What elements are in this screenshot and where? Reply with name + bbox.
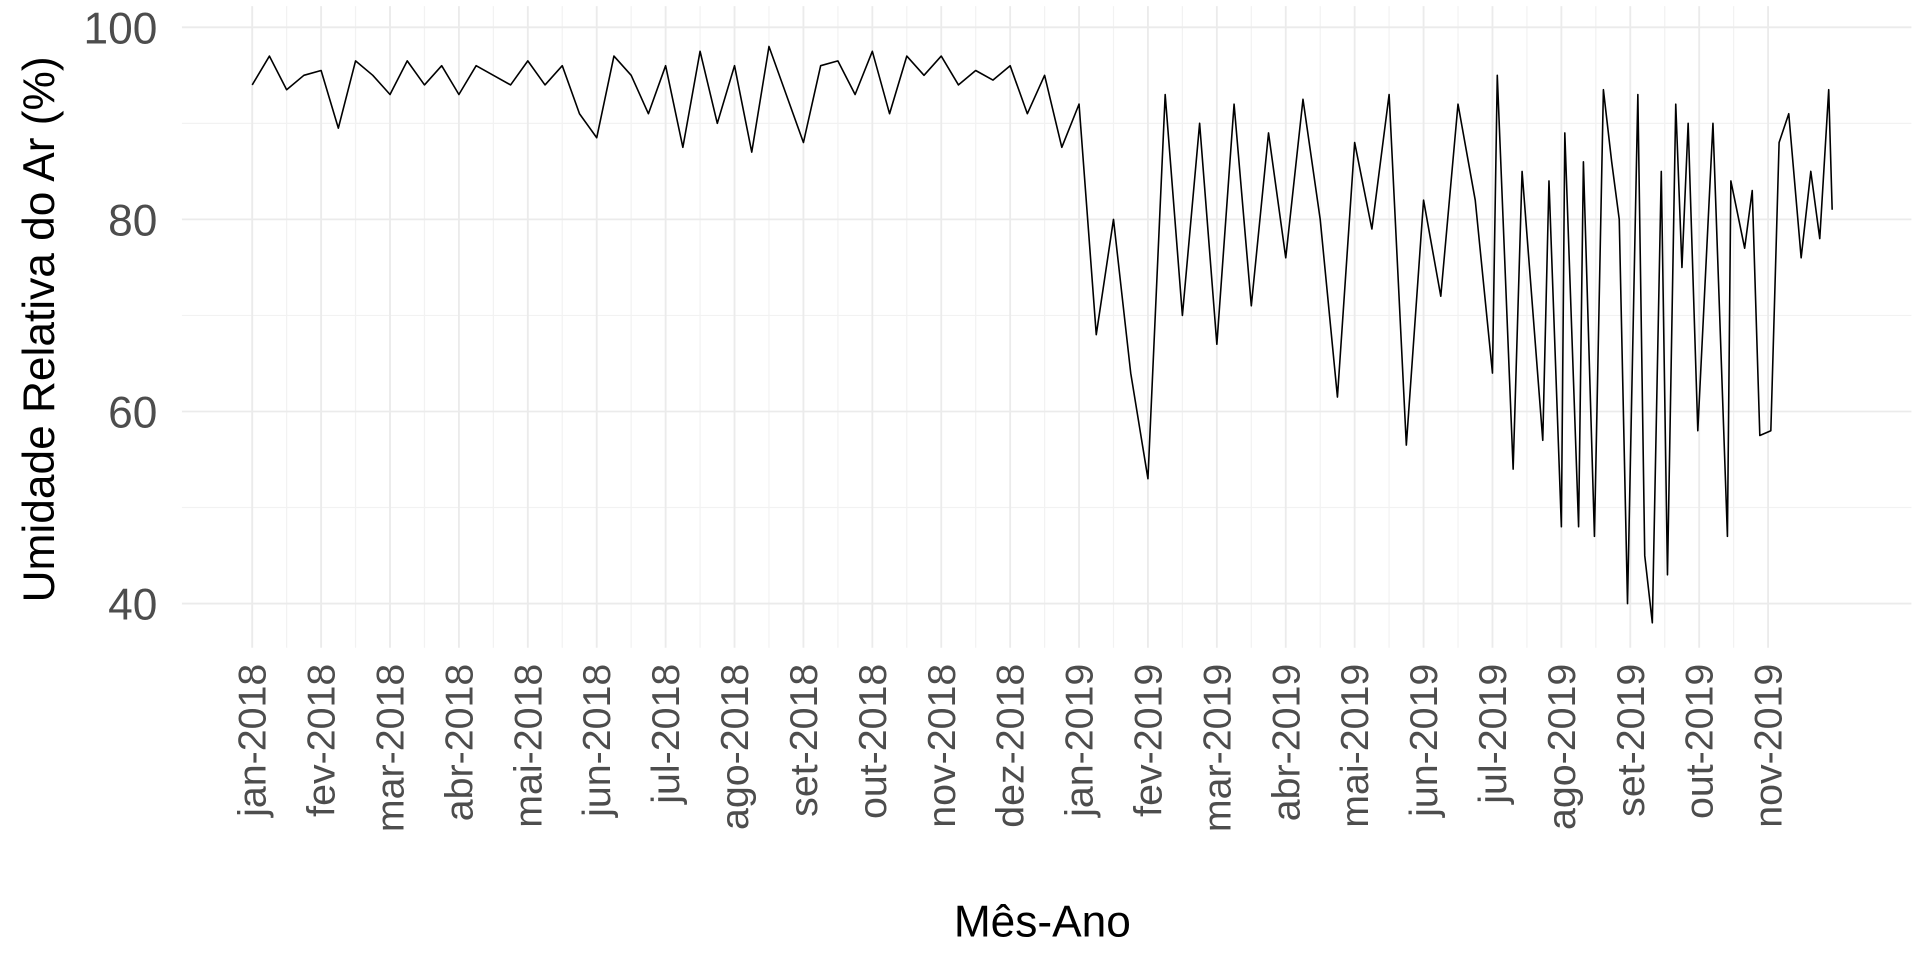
x-tick-label: set-2019 (1609, 664, 1653, 817)
x-tick-label: fev-2018 (300, 664, 344, 817)
x-tick-label: jun-2018 (575, 664, 619, 818)
x-tick-label: set-2018 (782, 664, 826, 817)
data-line (251, 45, 1833, 624)
y-tick-label: 100 (83, 4, 157, 53)
y-tick-label: 60 (108, 388, 157, 437)
x-tick-label: mai-2019 (1333, 664, 1377, 828)
x-tick-label: out-2019 (1678, 664, 1722, 819)
x-tick-label: jun-2019 (1402, 664, 1446, 818)
x-tick-label: jul-2019 (1471, 664, 1515, 805)
x-tick-label: nov-2019 (1747, 664, 1791, 828)
x-tick-label: jan-2018 (231, 664, 275, 818)
y-tick-label: 80 (108, 196, 157, 245)
x-tick-label: abr-2019 (1264, 664, 1308, 821)
x-axis-title: Mês-Ano (954, 898, 1131, 947)
x-tick-label: ago-2018 (713, 664, 757, 830)
x-tick-label: nov-2018 (920, 664, 964, 828)
x-tick-label: fev-2019 (1126, 664, 1170, 817)
y-axis-title: Umidade Relativa do Ar (%) (15, 56, 64, 602)
x-tick-label: mar-2018 (369, 664, 413, 832)
y-tick-label: 40 (108, 581, 157, 630)
x-tick-label: jan-2019 (1058, 664, 1102, 818)
x-tick-label: abr-2018 (437, 664, 481, 821)
x-tick-label: mar-2019 (1195, 664, 1239, 832)
x-tick-label: jul-2018 (644, 664, 688, 805)
x-tick-label: out-2018 (851, 664, 895, 819)
x-tick-label: mai-2018 (506, 664, 550, 828)
x-tick-label: ago-2019 (1540, 664, 1584, 830)
x-tick-label: dez-2018 (989, 664, 1033, 828)
